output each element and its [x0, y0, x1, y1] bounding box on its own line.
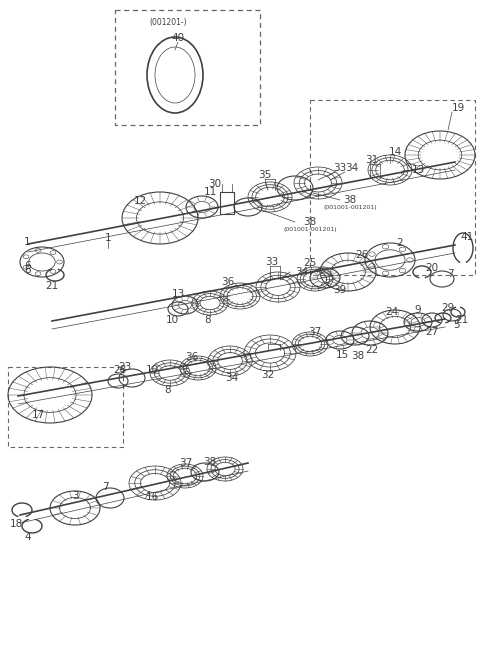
Text: 39: 39 — [334, 285, 347, 295]
Text: 22: 22 — [365, 345, 379, 355]
Text: 26: 26 — [355, 250, 369, 260]
Text: 17: 17 — [31, 410, 45, 420]
Text: (001201-): (001201-) — [149, 18, 187, 27]
Text: 11: 11 — [204, 187, 216, 197]
Text: 31: 31 — [365, 155, 379, 165]
Text: 24: 24 — [385, 307, 398, 317]
Text: 7: 7 — [102, 482, 108, 492]
Text: 37: 37 — [180, 458, 192, 468]
Text: (001001-001201): (001001-001201) — [283, 227, 337, 232]
Text: 21: 21 — [456, 315, 468, 325]
Text: 6: 6 — [24, 265, 31, 275]
Text: 38: 38 — [351, 351, 365, 361]
Text: 18: 18 — [10, 519, 23, 529]
Text: 5: 5 — [453, 320, 459, 330]
Text: 21: 21 — [46, 281, 59, 291]
Text: 34: 34 — [346, 163, 359, 173]
Text: 13: 13 — [411, 165, 425, 175]
Text: 28: 28 — [113, 365, 127, 375]
Text: 32: 32 — [262, 370, 275, 380]
Text: 10: 10 — [145, 365, 158, 375]
Text: 38: 38 — [343, 195, 357, 205]
Text: 40: 40 — [171, 33, 185, 43]
Text: 3: 3 — [72, 491, 78, 501]
Text: 14: 14 — [388, 147, 402, 157]
Text: 33: 33 — [265, 257, 278, 267]
Text: 1: 1 — [105, 233, 111, 243]
Text: 7: 7 — [447, 269, 453, 279]
Text: 38: 38 — [303, 217, 317, 227]
Text: 41: 41 — [460, 232, 474, 242]
Text: 20: 20 — [425, 263, 439, 273]
Text: 36: 36 — [221, 277, 235, 287]
Text: 33: 33 — [334, 163, 347, 173]
Text: (001001-001201): (001001-001201) — [323, 204, 377, 210]
Text: 16: 16 — [145, 492, 158, 502]
Text: 12: 12 — [133, 196, 146, 206]
Bar — [220, 192, 234, 214]
Text: 38: 38 — [204, 457, 216, 467]
Text: 13: 13 — [171, 289, 185, 299]
Text: 34: 34 — [295, 267, 309, 277]
Text: 34: 34 — [226, 373, 239, 383]
Text: 8: 8 — [165, 385, 171, 395]
Text: 15: 15 — [336, 350, 348, 360]
Text: 36: 36 — [185, 352, 199, 362]
Text: 9: 9 — [415, 305, 421, 315]
Text: 1: 1 — [24, 237, 30, 247]
Text: 6: 6 — [24, 261, 31, 271]
Text: 25: 25 — [303, 258, 317, 268]
Text: 8: 8 — [204, 315, 211, 325]
Text: 23: 23 — [119, 362, 132, 372]
Text: 30: 30 — [208, 179, 222, 189]
Text: 19: 19 — [451, 103, 465, 113]
Text: 27: 27 — [425, 327, 439, 337]
Text: 37: 37 — [308, 327, 322, 337]
Text: 2: 2 — [396, 238, 403, 248]
Text: 4: 4 — [24, 532, 31, 542]
Text: 10: 10 — [166, 315, 179, 325]
Text: 29: 29 — [442, 303, 455, 313]
Text: 35: 35 — [258, 170, 272, 180]
